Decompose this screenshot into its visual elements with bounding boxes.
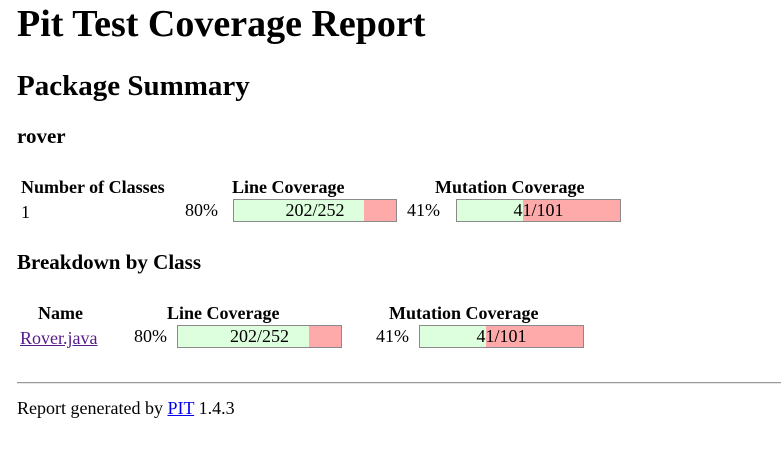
row-mutation-coverage-ratio: 41/101 [476,326,527,346]
row-line-coverage-bar: 202/252 [177,325,342,348]
package-summary-heading: Package Summary [17,70,250,102]
mutation-coverage-bar: 41/101 [456,199,621,222]
line-coverage-ratio: 202/252 [285,200,345,220]
mutation-coverage-percent: 41% [407,200,440,220]
row-line-coverage-fill [178,326,309,347]
divider [17,382,781,384]
classes-count: 1 [21,202,30,222]
class-link-rover[interactable]: Rover.java [20,328,98,348]
header-line-coverage: Line Coverage [232,177,345,197]
footer-version: 1.4.3 [198,398,235,418]
mutation-coverage-fill [457,200,524,221]
page-title: Pit Test Coverage Report [17,3,426,45]
line-coverage-fill [234,200,364,221]
row-mutation-coverage-bar: 41/101 [419,325,584,348]
header-number-of-classes: Number of Classes [21,177,165,197]
breakdown-heading: Breakdown by Class [17,250,201,274]
row-mutation-coverage-fill [420,326,487,347]
line-coverage-bar: 202/252 [233,199,397,222]
footer-prefix: Report generated by [17,398,163,418]
row-line-coverage-percent: 80% [134,326,167,346]
mutation-coverage-ratio: 41/101 [513,200,564,220]
package-name: rover [17,124,66,148]
pit-link[interactable]: PIT [167,398,195,418]
header-line-coverage: Line Coverage [167,303,280,323]
header-name: Name [38,303,83,323]
footer: Report generated by PIT 1.4.3 [17,397,235,419]
row-mutation-coverage-percent: 41% [376,326,409,346]
header-mutation-coverage: Mutation Coverage [389,303,539,323]
header-mutation-coverage: Mutation Coverage [435,177,585,197]
line-coverage-percent: 80% [185,200,218,220]
row-line-coverage-ratio: 202/252 [229,326,289,346]
